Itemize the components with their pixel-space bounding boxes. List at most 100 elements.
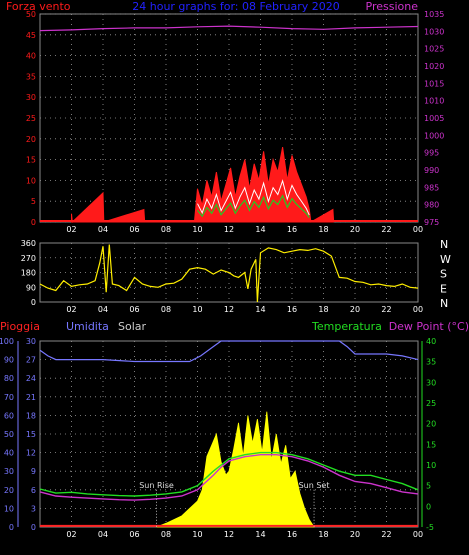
p3-rain-tick: 80	[4, 374, 14, 383]
p1-right-tick: 990	[424, 166, 439, 175]
p3-rain-tick: 40	[4, 449, 14, 458]
wind-pressure-panel: 02 04 06 08 10 12 14 16 18 20 22 000510152025303540…	[26, 10, 445, 234]
p1-left-tick: 25	[26, 114, 36, 123]
p3-temp-tick: 30	[426, 378, 436, 387]
p1-right-tick: 995	[424, 149, 439, 158]
p1-left-tick: 15	[26, 156, 36, 165]
p3-temp-tick: 0	[426, 502, 431, 511]
p1-x-tick: 06	[129, 225, 139, 234]
p2-x-tick: 10	[192, 305, 202, 314]
humidity-series	[39, 340, 419, 363]
temperature-label: Temperatura	[311, 320, 382, 333]
pressure-label: Pressione	[366, 0, 419, 13]
p3-temp-tick: 35	[426, 358, 436, 367]
p1-right-tick: 1015	[424, 79, 444, 88]
p2-y-tick: 90	[26, 283, 36, 292]
p2-y-tick: 180	[21, 269, 36, 278]
p3-x-tick: 22	[381, 530, 391, 539]
p3-humidity-tick: 30	[26, 337, 36, 346]
p3-humidity-tick: 18	[26, 411, 36, 420]
p1-right-tick: 1000	[424, 131, 444, 140]
pressure-series	[39, 25, 419, 32]
p3-temp-tick: 10	[426, 461, 436, 470]
p2-x-tick: 22	[381, 305, 391, 314]
p1-left-tick: 20	[26, 135, 36, 144]
p3-x-tick: 18	[318, 530, 328, 539]
p2-y-tick: 270	[21, 254, 36, 263]
p3-rain-tick: 100	[0, 337, 14, 346]
p3-x-tick: 02	[66, 530, 76, 539]
p1-right-tick: 975	[424, 218, 439, 227]
p1-left-tick: 45	[26, 31, 36, 40]
temp-humidity-panel: 02 04 06 08 10 12 14 16 18 20 22 000102030405060708…	[0, 337, 436, 539]
chart-title: 24 hour graphs for: 08 February 2020	[132, 0, 339, 13]
solar-series	[156, 411, 315, 528]
wind-average-series	[197, 194, 310, 218]
p2-y-tick: 360	[21, 239, 36, 248]
p3-temp-tick: -5	[426, 523, 434, 532]
p2-x-tick: 18	[318, 305, 328, 314]
direction-label: W	[440, 253, 451, 266]
p3-humidity-tick: 21	[26, 393, 36, 402]
p3-x-tick: 00	[413, 530, 423, 539]
p1-x-tick: 14	[255, 225, 265, 234]
p2-x-tick: 08	[161, 305, 171, 314]
p2-x-tick: 12	[224, 305, 234, 314]
p1-left-tick: 30	[26, 93, 36, 102]
wind-gust-series	[197, 179, 310, 216]
p1-x-tick: 18	[318, 225, 328, 234]
sunrise-label: Sun Rise	[139, 481, 174, 490]
p2-x-tick: 04	[98, 305, 108, 314]
direction-label: N	[440, 297, 448, 310]
p1-right-tick: 980	[424, 201, 439, 210]
p1-x-tick: 02	[66, 225, 76, 234]
p3-rain-tick: 20	[4, 486, 14, 495]
p1-x-tick: 20	[350, 225, 360, 234]
temperature-series	[39, 451, 419, 497]
p3-temp-tick: 20	[426, 420, 436, 429]
p1-left-tick: 5	[31, 197, 36, 206]
p3-rain-tick: 70	[4, 393, 14, 402]
p1-right-tick: 1010	[424, 97, 444, 106]
p3-rain-tick: 60	[4, 411, 14, 420]
p3-temp-tick: 5	[426, 482, 431, 491]
direction-label: E	[440, 282, 447, 295]
p2-x-tick: 20	[350, 305, 360, 314]
humidity-label: Umidita	[66, 320, 109, 333]
p3-x-tick: 12	[224, 530, 234, 539]
p1-right-tick: 985	[424, 183, 439, 192]
p2-x-tick: 02	[66, 305, 76, 314]
p1-right-tick: 1035	[424, 10, 444, 19]
p2-x-tick: 06	[129, 305, 139, 314]
p1-x-tick: 16	[287, 225, 297, 234]
direction-label: N	[440, 238, 448, 251]
dewpoint-label: Dew Point (°C)	[389, 320, 469, 333]
p1-right-tick: 1030	[424, 27, 444, 36]
p3-rain-tick: 90	[4, 356, 14, 365]
p1-left-tick: 35	[26, 72, 36, 81]
p3-rain-tick: 50	[4, 430, 14, 439]
p3-humidity-tick: 3	[31, 504, 36, 513]
p3-x-tick: 14	[255, 530, 265, 539]
p3-humidity-tick: 0	[31, 523, 36, 532]
p2-y-tick: 0	[31, 298, 36, 307]
p1-right-tick: 1025	[424, 45, 444, 54]
direction-label: S	[440, 268, 447, 281]
p1-left-tick: 10	[26, 176, 36, 185]
p3-humidity-tick: 6	[31, 486, 36, 495]
p1-x-tick: 22	[381, 225, 391, 234]
p3-x-tick: 04	[98, 530, 108, 539]
p3-humidity-tick: 15	[26, 430, 36, 439]
rain-label: Pioggia	[0, 320, 40, 333]
p3-temp-tick: 15	[426, 440, 436, 449]
p3-x-tick: 10	[192, 530, 202, 539]
p1-left-tick: 0	[31, 218, 36, 227]
p3-temp-tick: 25	[426, 399, 436, 408]
p3-humidity-tick: 12	[26, 449, 36, 458]
solar-label: Solar	[118, 320, 147, 333]
wind-label: Forza vento	[6, 0, 71, 13]
p3-x-tick: 08	[161, 530, 171, 539]
